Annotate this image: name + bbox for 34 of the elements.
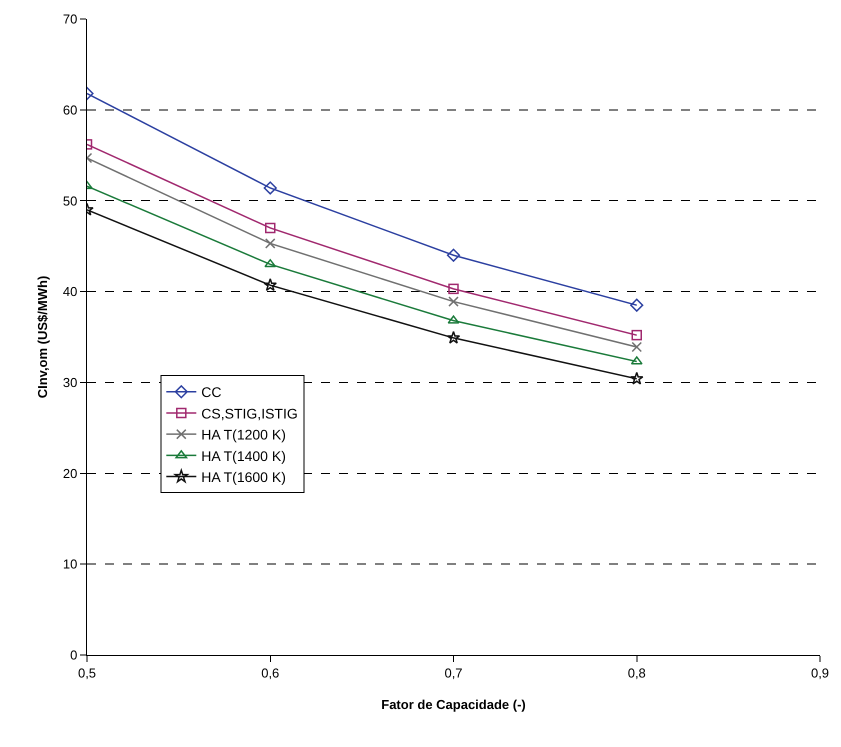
point <box>265 222 276 234</box>
point <box>630 298 644 312</box>
point <box>630 356 643 365</box>
legend-label: CC <box>201 384 222 400</box>
legend-label: HA T(1200 K) <box>201 426 286 443</box>
y-tick-label: 40 <box>62 284 78 300</box>
legend-label: HA T(1400 K) <box>201 448 286 464</box>
point <box>265 238 276 249</box>
x-tick-label: 0,7 <box>444 666 463 681</box>
y-tick-label: 0 <box>70 648 78 663</box>
point <box>446 330 460 344</box>
x-tick-label: 0,9 <box>810 666 830 681</box>
point <box>448 296 459 307</box>
x-tick-label: 0,8 <box>628 666 646 681</box>
y-axis-title: CInv,om (US$/MWh) <box>34 276 50 398</box>
legend-label: HA T(1600 K) <box>201 469 286 486</box>
x-tick-label: 0,5 <box>78 666 96 681</box>
y-tick-label: 50 <box>62 193 78 208</box>
point <box>632 342 642 352</box>
y-tick-label: 10 <box>62 556 78 572</box>
point <box>448 315 460 324</box>
x-tick-label: 0,6 <box>261 666 280 681</box>
point <box>264 278 277 292</box>
y-tick-label: 20 <box>62 466 78 481</box>
x-axis-title: Fator de Capacidade (-) <box>381 697 526 712</box>
point <box>630 372 644 385</box>
point <box>446 248 460 262</box>
point <box>632 330 642 340</box>
y-tick-label: 60 <box>62 102 78 118</box>
y-tick-label: 30 <box>62 374 78 390</box>
point <box>448 284 459 294</box>
y-tick-label: 70 <box>62 12 78 27</box>
point <box>264 181 277 195</box>
legend-label: CS,STIG,ISTIG <box>201 405 298 422</box>
